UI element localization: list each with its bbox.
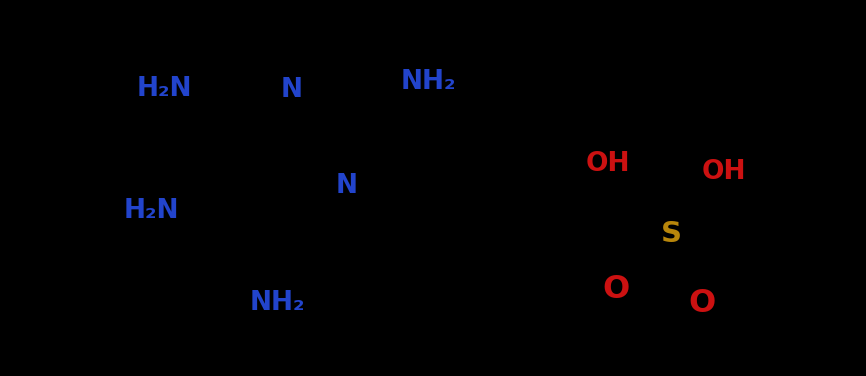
Text: H₂N: H₂N — [136, 76, 191, 102]
Text: NH₂: NH₂ — [401, 69, 456, 95]
Text: H₂N: H₂N — [123, 198, 178, 224]
Text: OH: OH — [586, 152, 630, 177]
Text: N: N — [336, 173, 358, 199]
Text: NH₂: NH₂ — [249, 290, 305, 316]
Text: OH: OH — [702, 159, 746, 185]
Text: O: O — [688, 288, 715, 318]
Text: O: O — [602, 274, 630, 305]
Text: N: N — [280, 77, 302, 103]
Text: S: S — [661, 220, 682, 248]
